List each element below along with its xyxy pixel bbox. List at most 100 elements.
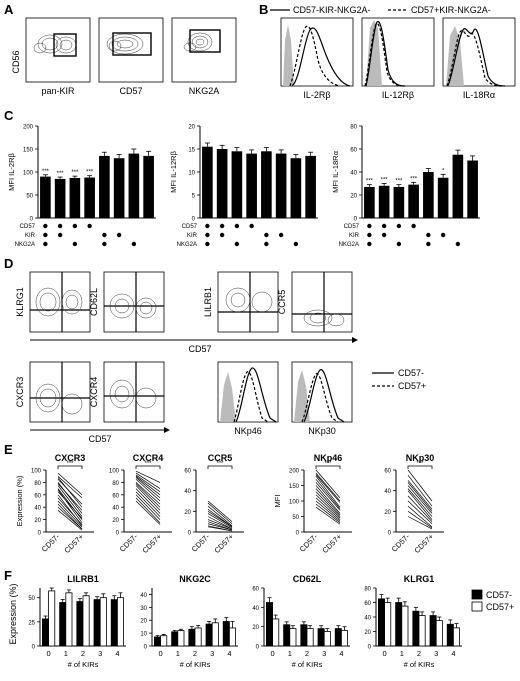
e-paired-line xyxy=(135,475,161,496)
f-bar-neg xyxy=(93,599,101,647)
e-xtick-label: CD57+ xyxy=(320,532,343,555)
e-paired-line xyxy=(135,494,161,520)
panel-letter-b: B xyxy=(259,2,268,17)
f-ytick-label-0: 0 xyxy=(32,645,36,651)
e-paired-line xyxy=(57,483,83,511)
e-paired-line xyxy=(315,494,341,519)
e-ytick-label-0: 60 xyxy=(34,493,41,499)
f-ytick-label-3: 20 xyxy=(364,630,371,636)
f-ytick-label-1: 30 xyxy=(140,606,147,612)
f-bar-pos xyxy=(384,602,392,647)
e-ytick-label-4: 0 xyxy=(388,531,392,537)
f-xlabel-1: # of KIRs xyxy=(180,660,211,669)
legend-f-label-neg: CD57- xyxy=(486,590,512,600)
e-ytick-label-0: 0 xyxy=(38,531,42,537)
e-xtick-label: CD57- xyxy=(298,532,320,554)
c-bar xyxy=(54,178,66,218)
panel-d-top-row: KLRG1 CD62L LILRB1 CCR5 CD57 xyxy=(15,271,358,354)
e-title-3: NKp46 xyxy=(314,453,343,463)
e-ylabel-3: MFI xyxy=(273,495,282,508)
c-marker-dot xyxy=(396,223,402,229)
c-marker-dot xyxy=(43,223,48,229)
c-bar xyxy=(275,153,287,218)
e-significance-bracket xyxy=(207,465,233,469)
e-paired-line xyxy=(57,472,83,496)
c-bar xyxy=(128,153,140,218)
f-ytick-label-3: 80 xyxy=(364,587,371,593)
c-bar xyxy=(231,151,243,218)
e-ytick-label-2: 40 xyxy=(184,489,191,495)
f-bar-pos xyxy=(117,597,124,647)
e-paired-line xyxy=(57,479,83,505)
f-xtick-label: 3 xyxy=(210,649,214,658)
c-marker-dot xyxy=(426,232,431,238)
e-paired-line xyxy=(135,472,161,489)
c-marker-dot xyxy=(219,232,225,238)
c-row-label: CD57 xyxy=(20,224,36,230)
gate-pan-kir xyxy=(53,33,77,57)
c-marker-dot xyxy=(57,223,63,229)
panel-a-xlabel-2: CD57 xyxy=(119,86,142,96)
c-bar xyxy=(40,176,51,218)
f-xtick-label: 0 xyxy=(271,649,275,658)
f-ytick-label-0: 50 xyxy=(28,596,35,602)
c-marker-dot xyxy=(234,223,240,229)
flow-contour-cxcr3 xyxy=(35,383,83,415)
c-ytick-label-2: 20 xyxy=(350,194,357,200)
f-bar-pos xyxy=(194,627,202,647)
e-paired-line xyxy=(207,500,233,522)
f-bar-neg xyxy=(446,623,454,647)
f-bar-neg xyxy=(412,610,420,647)
e-paired-line xyxy=(407,505,433,528)
f-xlabel-3: # of KIRs xyxy=(404,660,435,669)
c-significance: *** xyxy=(71,170,79,176)
c-marker-dot xyxy=(293,241,299,247)
f-xtick-label: 2 xyxy=(81,649,85,658)
f-bar-neg xyxy=(154,636,162,647)
panel-d-xaxis-arrowhead xyxy=(352,337,358,343)
e-xtick-label: CD57- xyxy=(118,532,140,554)
f-bar-neg xyxy=(378,598,385,647)
e-title-0: CXCR3 xyxy=(55,453,86,463)
panel-d-ylabel-klrg1: KLRG1 xyxy=(15,287,25,317)
c-bar xyxy=(305,155,316,218)
c-bar xyxy=(408,184,419,218)
c-ytick-label-2: 0 xyxy=(354,217,358,223)
panel-letter-c: C xyxy=(4,108,14,123)
c-row-label: CD57 xyxy=(344,224,360,230)
c-significance: *** xyxy=(366,179,374,185)
c-marker-dot xyxy=(455,241,461,247)
c-marker-dot xyxy=(205,223,210,229)
e-paired-line xyxy=(135,488,161,514)
flow-contour-cd57 xyxy=(106,33,144,55)
e-paired-line xyxy=(207,519,233,530)
c-bar xyxy=(467,160,478,218)
e-xtick-label: CD57+ xyxy=(412,532,435,555)
f-bar-neg xyxy=(59,602,67,647)
f-ytick-label-2: 20 xyxy=(252,625,259,631)
e-ytick-label-1: 80 xyxy=(112,481,119,487)
panel-f: Expression (%) CD57- CD57+ LILRB1 0 25 50 0 1… xyxy=(8,574,514,669)
c-bar xyxy=(216,149,228,218)
f-ytick-label-2: 40 xyxy=(252,606,259,612)
panel-b: CD57-KIR-NKG2A- CD57+KIR-NKG2A- IL-2Rβ I… xyxy=(270,5,516,100)
isotype-fill-il12rb xyxy=(366,20,382,86)
panel-a-xlabel-3: NKG2A xyxy=(189,86,220,96)
f-title-0: LILRB1 xyxy=(67,574,99,584)
e-ytick-label-0: 80 xyxy=(34,481,41,487)
e-paired-line xyxy=(315,479,341,509)
c-ylabel-2: MFI IL-18Rα xyxy=(331,150,340,193)
panel-f-ylabel: Expression (%) xyxy=(8,583,18,644)
c-ylabel-0: MFI IL-2Rβ xyxy=(7,152,16,190)
f-xtick-label: 2 xyxy=(305,649,309,658)
f-title-3: KLRG1 xyxy=(404,574,435,584)
flow-plot-cxcr3 xyxy=(29,361,91,423)
f-bar-pos xyxy=(228,627,236,647)
f-bar-pos xyxy=(306,628,314,647)
e-paired-line xyxy=(57,475,83,499)
f-bar-pos xyxy=(48,590,56,647)
c-bar xyxy=(437,177,449,218)
f-ytick-label-2: 0 xyxy=(256,645,260,651)
e-xtick-label: CD57+ xyxy=(212,532,235,555)
